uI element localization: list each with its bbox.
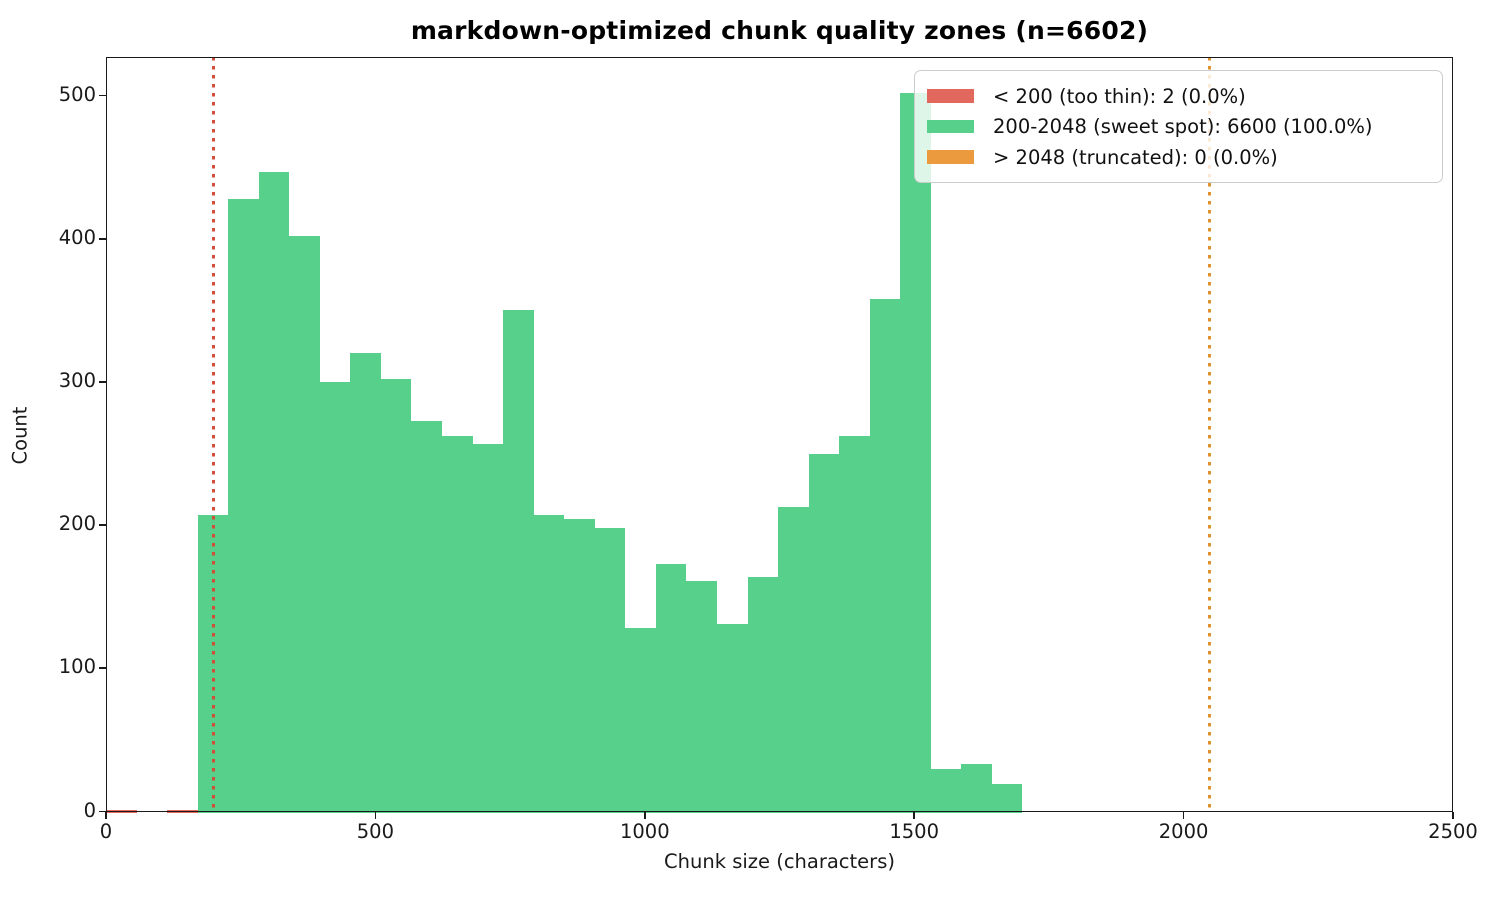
histogram-bar [319, 381, 351, 813]
legend-label-truncated: > 2048 (truncated): 0 (0.0%) [993, 145, 1278, 169]
histogram-bar [808, 453, 840, 813]
histogram-bar [594, 528, 626, 813]
legend-item-sweet-spot: 200-2048 (sweet spot): 6600 (100.0%) [927, 115, 1430, 138]
legend-item-truncated: > 2048 (truncated): 0 (0.0%) [927, 146, 1430, 169]
legend-label-sweet-spot: 200-2048 (sweet spot): 6600 (100.0%) [993, 115, 1373, 138]
y-tick-mark [99, 524, 106, 526]
y-tick-label: 400 [58, 225, 96, 249]
histogram-bar [930, 768, 962, 813]
legend-swatch-sweet-spot [927, 119, 974, 134]
y-tick-label: 200 [58, 512, 96, 536]
x-axis-label: Chunk size (characters) [664, 850, 895, 873]
histogram-bar [716, 623, 748, 813]
x-tick-mark [1182, 812, 1185, 819]
histogram-bar [747, 576, 779, 813]
legend-swatch-truncated [927, 150, 974, 164]
histogram-bar [625, 628, 656, 813]
y-tick-mark [99, 237, 106, 240]
legend-swatch-too-thin [927, 89, 974, 103]
histogram-bar [991, 784, 1023, 813]
x-tick-label: 1500 [889, 820, 939, 843]
y-axis-label: Count [8, 406, 32, 465]
y-tick-mark [99, 810, 106, 813]
x-tick-mark [1452, 812, 1454, 819]
histogram-bar [411, 420, 443, 813]
x-tick-mark [374, 812, 377, 819]
histogram-bar [533, 515, 565, 813]
legend: < 200 (too thin): 2 (0.0%) 200-2048 (swe… [914, 70, 1443, 183]
x-tick-label: 0 [99, 820, 113, 843]
histogram-bar [380, 379, 412, 813]
histogram-bar [106, 810, 137, 813]
y-tick-label: 0 [83, 798, 96, 822]
histogram-bar [258, 171, 290, 813]
histogram-bar [961, 764, 992, 813]
threshold-line [1207, 57, 1211, 812]
histogram-bar [350, 353, 381, 813]
y-tick-label: 300 [58, 368, 96, 392]
chart-title: markdown-optimized chunk quality zones (… [410, 16, 1149, 45]
x-tick-label: 2500 [1428, 820, 1478, 843]
x-tick-label: 500 [356, 820, 394, 843]
x-tick-mark [105, 812, 107, 819]
histogram-bar [869, 298, 901, 813]
y-tick-label: 500 [58, 82, 96, 106]
histogram-bar [655, 563, 687, 813]
y-tick-mark [99, 667, 106, 670]
x-tick-mark [643, 812, 646, 819]
y-tick-mark [99, 381, 106, 383]
histogram-bar [472, 443, 504, 813]
legend-item-too-thin: < 200 (too thin): 2 (0.0%) [927, 85, 1430, 108]
histogram-bar [167, 810, 198, 813]
histogram-bar [900, 92, 931, 813]
x-tick-label: 2000 [1158, 820, 1209, 843]
histogram-bar [686, 580, 717, 813]
histogram-bar [228, 198, 259, 813]
histogram-bar [839, 436, 870, 813]
histogram-bar [503, 310, 534, 813]
y-tick-mark [99, 94, 106, 97]
histogram-bar [442, 436, 473, 813]
legend-label-too-thin: < 200 (too thin): 2 (0.0%) [993, 84, 1246, 108]
threshold-line [212, 57, 216, 812]
y-tick-label: 100 [58, 655, 96, 679]
x-tick-mark [913, 812, 916, 819]
histogram-bar [289, 235, 320, 813]
histogram-bar [564, 519, 595, 813]
histogram-bar [778, 506, 809, 813]
x-tick-label: 1000 [619, 820, 670, 843]
